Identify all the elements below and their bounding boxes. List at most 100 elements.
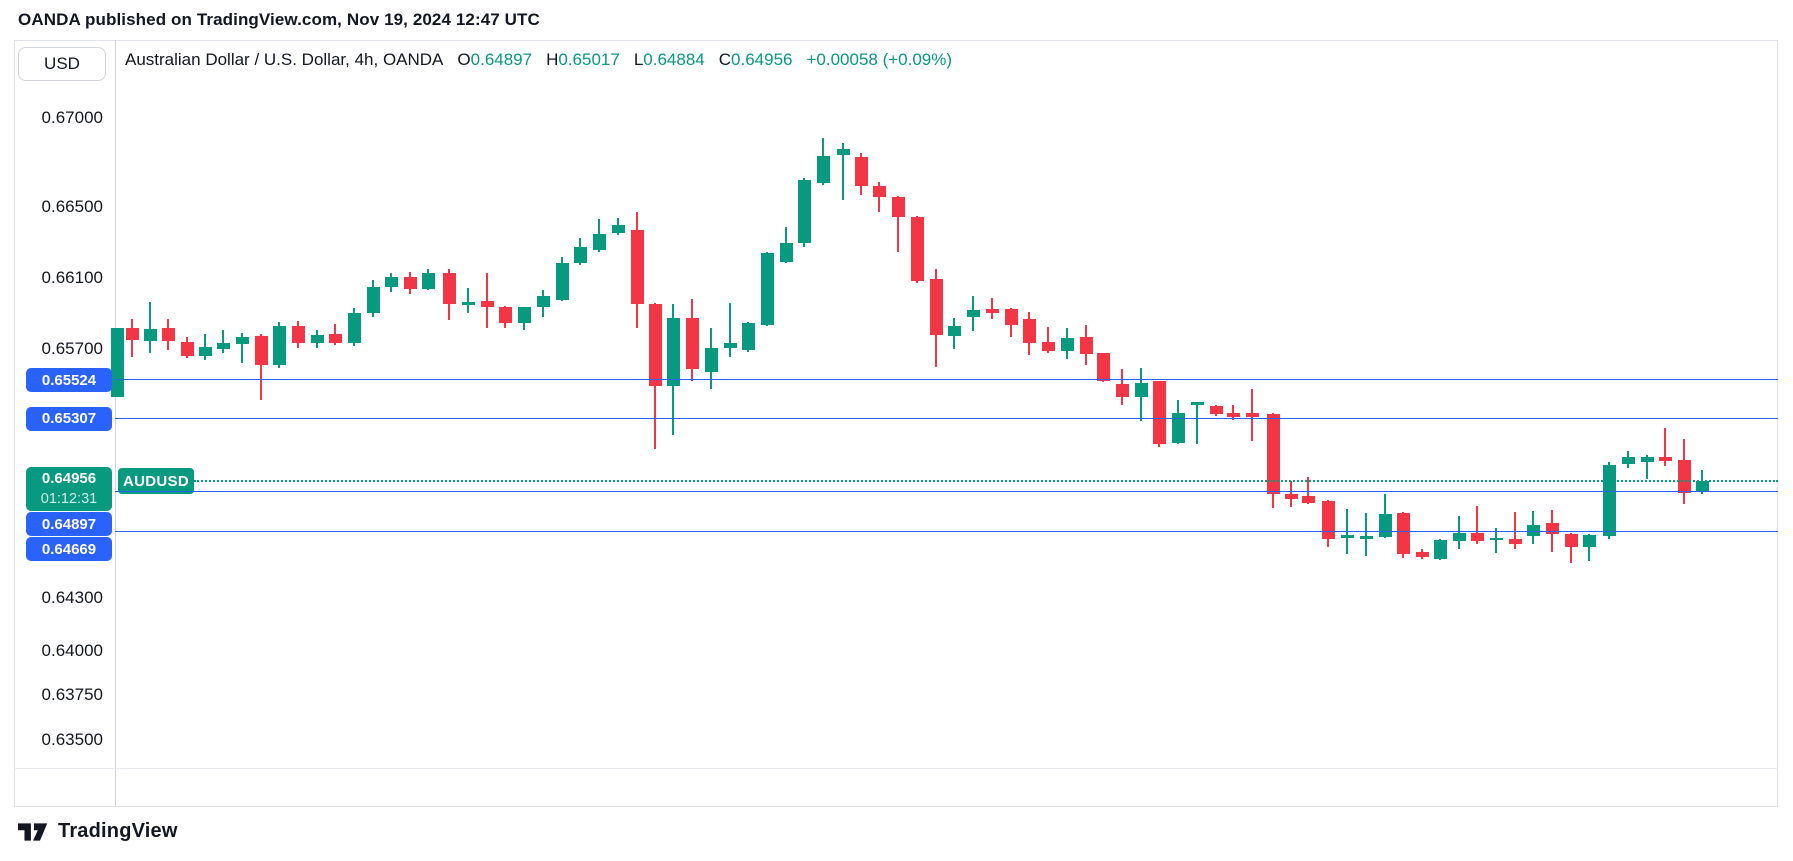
candle-body-down	[1509, 538, 1522, 544]
candle-body-down	[162, 328, 175, 342]
candle-body-up	[556, 263, 569, 301]
candle-body-up	[1603, 464, 1616, 536]
candle-body-down	[631, 230, 644, 305]
candle-wick-up	[1365, 512, 1367, 556]
candle-body-down	[986, 309, 999, 314]
ohlc-open: O0.64897	[457, 50, 533, 69]
ohlc-close: C0.64956	[718, 50, 793, 69]
candle-body-up	[1360, 535, 1373, 539]
price-axis[interactable]: 0.67000 0.66500 0.66100 0.65700 0.64300 0.640…	[0, 40, 115, 768]
ohlc-high: H0.65017	[546, 50, 620, 69]
candle-body-down	[1080, 337, 1093, 355]
candle-wick-down	[878, 182, 880, 213]
candle-body-up	[111, 328, 124, 397]
candle-body-up	[217, 343, 230, 350]
candle-wick-up	[523, 317, 525, 331]
candle-body-up	[1696, 481, 1709, 492]
candle-body-down	[686, 318, 699, 370]
candle-body-down	[911, 217, 924, 282]
candle-body-up	[574, 247, 587, 264]
candle-body-up	[742, 323, 755, 351]
candle-body-up	[367, 286, 380, 314]
candle-body-down	[1678, 459, 1691, 493]
candle-body-down	[930, 279, 943, 336]
chart-frame	[14, 40, 1778, 807]
candle-wick-up	[1346, 508, 1348, 554]
symbol-header: Australian Dollar / U.S. Dollar, 4h, OAN…	[125, 48, 952, 72]
candle-body-down	[1471, 532, 1484, 541]
candle-wick-up	[222, 330, 224, 354]
candle-body-up	[311, 335, 324, 344]
candle-body-down	[873, 186, 886, 198]
candle-wick-up	[1588, 533, 1590, 561]
candle-body-down	[329, 334, 342, 344]
price-change: +0.00058 (+0.09%)	[806, 50, 953, 69]
symbol-title[interactable]: Australian Dollar / U.S. Dollar, 4h, OAN…	[125, 50, 444, 69]
candle-body-up	[724, 343, 737, 349]
candle-body-up	[1434, 539, 1447, 559]
price-tick-label: 0.65700	[41, 338, 103, 358]
time-axis[interactable]: Nov57111314:001820	[0, 768, 1793, 808]
candle-body-up	[612, 225, 625, 234]
candle-body-down	[1322, 500, 1335, 539]
candle-body-up	[667, 318, 680, 387]
price-tick-label: 0.63500	[41, 729, 103, 749]
candle-body-down	[1659, 456, 1672, 461]
candle-body-down	[855, 157, 868, 187]
candle-wick-down	[1664, 427, 1666, 466]
candle-body-down	[892, 197, 905, 218]
candle-body-up	[1135, 382, 1148, 397]
candle-body-up	[144, 329, 157, 342]
price-tick-label: 0.63750	[41, 685, 103, 705]
candle-body-up	[1527, 524, 1540, 536]
tradingview-logo[interactable]: TradingView	[18, 820, 178, 843]
candle-body-up	[1341, 534, 1354, 538]
candle-body-up	[1583, 534, 1596, 547]
candle-body-down	[1116, 384, 1129, 397]
candle-body-up	[1379, 513, 1392, 537]
candle-body-up	[348, 313, 361, 344]
candle-body-up	[948, 326, 961, 337]
currency-toggle-button[interactable]: USD	[18, 47, 106, 81]
candle-body-down	[1097, 353, 1110, 382]
candle-wick-up	[1646, 455, 1648, 479]
candle-body-down	[1267, 413, 1280, 494]
candle-wick-down	[1514, 511, 1516, 549]
candle-body-up	[1622, 456, 1635, 464]
candle-wick-down	[897, 196, 899, 253]
candle-body-down	[499, 307, 512, 324]
candle-wick-down	[1307, 476, 1309, 504]
candles-layer[interactable]	[111, 40, 1778, 768]
candle-wick-up	[1458, 515, 1460, 549]
candle-body-up	[1172, 412, 1185, 443]
candle-body-down	[1246, 412, 1259, 418]
candle-body-up	[798, 180, 811, 244]
candle-wick-down	[1047, 327, 1049, 354]
candle-wick-up	[842, 143, 844, 201]
candle-body-up	[593, 234, 606, 251]
candle-body-down	[255, 336, 268, 366]
candle-wick-up	[1196, 401, 1198, 444]
candle-body-up	[518, 307, 531, 324]
candle-body-up	[385, 277, 398, 287]
candle-body-down	[1210, 406, 1223, 415]
time-axis-separator	[14, 768, 1778, 769]
candle-body-down	[1005, 309, 1018, 326]
candle-body-up	[837, 149, 850, 156]
candle-wick-up	[241, 333, 243, 364]
candle-body-up	[537, 296, 550, 308]
candle-body-down	[1397, 512, 1410, 554]
candle-body-down	[1227, 412, 1240, 418]
candle-body-down	[1042, 342, 1055, 352]
candle-body-down	[1302, 495, 1315, 503]
candle-wick-up	[149, 302, 151, 354]
candle-body-up	[967, 310, 980, 318]
candle-body-down	[1416, 551, 1429, 557]
candle-body-up	[817, 156, 830, 184]
candle-body-up	[1191, 402, 1204, 406]
candle-wick-down	[1476, 505, 1478, 544]
price-tick-label: 0.64300	[41, 587, 103, 607]
candle-body-up	[273, 325, 286, 366]
candle-body-down	[292, 326, 305, 344]
candle-body-down	[649, 304, 662, 387]
